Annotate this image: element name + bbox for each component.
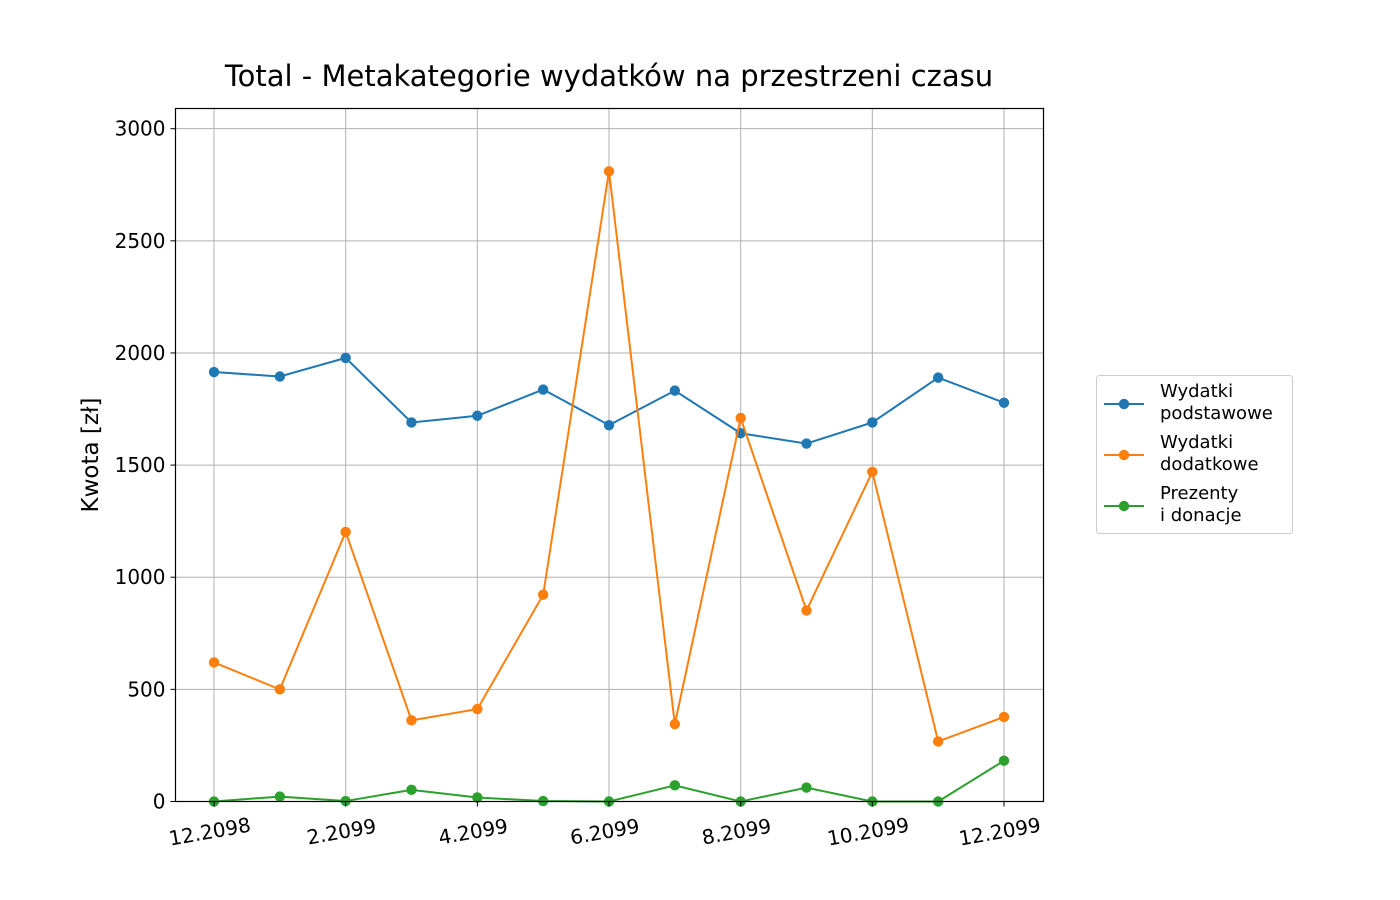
y-tick-label: 0 (153, 790, 166, 814)
data-point (274, 791, 286, 802)
data-point (472, 792, 483, 803)
data-point (669, 718, 681, 730)
data-point (867, 466, 878, 478)
data-point (406, 784, 417, 796)
data-point (801, 605, 812, 616)
data-point (801, 438, 812, 449)
data-point (998, 711, 1010, 723)
y-tick-label: 2500 (115, 229, 166, 253)
legend-item: Wydatki dodatkowe (1104, 432, 1259, 475)
data-point (998, 755, 1010, 766)
axis-ticks: 12.2098 2.2099 4.2099 6.2099 8.2099 10.2099 12… (115, 117, 1043, 851)
x-tick-label: 4.2099 (437, 814, 510, 850)
y-axis-label: Kwota [zł] (78, 398, 104, 513)
legend-label: Wydatki dodatkowe (1160, 432, 1259, 475)
y-tick-label: 2000 (115, 341, 166, 365)
data-point (274, 684, 286, 695)
data-point (603, 419, 615, 431)
legend-item: Wydatki podstawowe (1104, 381, 1273, 424)
data-point (472, 410, 483, 421)
data-point (472, 703, 483, 715)
data-point (998, 397, 1010, 408)
legend-marker (1118, 449, 1130, 461)
data-point (537, 384, 549, 395)
legend-box (1096, 375, 1293, 534)
chart-title: Total - Metakategorie wydatków na przest… (224, 59, 993, 93)
data-point (208, 657, 220, 668)
legend: Wydatki podstawowe Wydatki dodatkowe Prezent… (1096, 375, 1293, 534)
data-point (340, 352, 351, 364)
data-point (340, 526, 351, 538)
x-tick-label: 8.2099 (700, 814, 773, 850)
data-point (603, 166, 615, 177)
data-point (274, 371, 286, 382)
y-tick-label: 1500 (115, 453, 166, 477)
data-point (208, 366, 220, 378)
y-tick-label: 500 (127, 677, 165, 701)
data-point (867, 417, 878, 428)
data-point (932, 372, 944, 383)
data-point (735, 412, 746, 424)
data-point (669, 780, 681, 791)
y-tick-label: 1000 (115, 565, 166, 589)
data-point (537, 589, 549, 600)
series-2 (208, 166, 1010, 747)
data-point (801, 782, 812, 793)
x-tick-label: 6.2099 (568, 814, 641, 850)
data-point (932, 736, 944, 747)
x-tick-label: 2.2099 (305, 814, 378, 850)
legend-marker (1118, 398, 1130, 410)
data-point (406, 417, 417, 428)
data-point (406, 715, 417, 726)
gridlines (175, 108, 1044, 802)
x-tick-label: 12.2099 (957, 813, 1043, 851)
legend-label: Prezenty i donacje (1160, 483, 1242, 526)
x-tick-label: 12.2098 (167, 813, 253, 851)
x-tick-label: 10.2099 (825, 813, 911, 851)
data-point (669, 385, 681, 396)
legend-label: Wydatki podstawowe (1160, 381, 1273, 424)
y-tick-label: 3000 (115, 117, 166, 141)
legend-item: Prezenty i donacje (1104, 483, 1242, 526)
legend-marker (1118, 500, 1130, 512)
